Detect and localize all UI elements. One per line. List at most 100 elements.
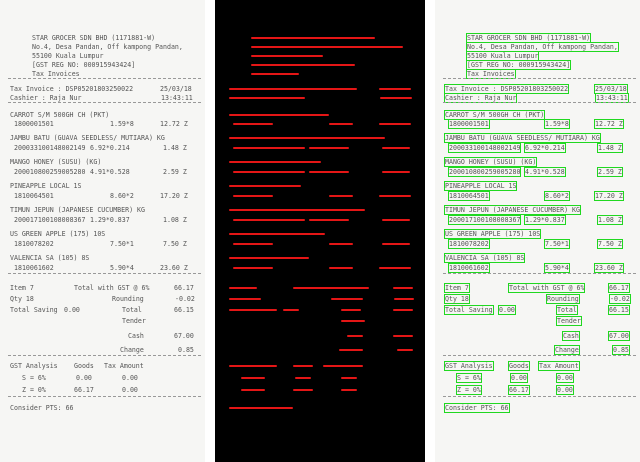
boxed-text-cell: S = 6% xyxy=(456,373,482,383)
boxed-text-cell: 0.00 xyxy=(498,305,516,315)
receipt-text-cell: Total Saving xyxy=(10,306,58,314)
detected-text-bar xyxy=(241,377,265,379)
receipt-text-cell: Change xyxy=(120,346,144,354)
boxed-text-cell: 12.72 Z xyxy=(594,119,624,129)
receipt-text-cell: PINEAPPLE LOCAL 1S xyxy=(10,182,82,190)
boxed-text-cell: 1810061602 xyxy=(448,263,490,273)
boxed-text-cell: Tax Invoice : DSP05201803250022 xyxy=(443,84,570,94)
receipt-text-cell: 1.48 Z xyxy=(163,144,187,152)
boxed-text-cell: US GREEN APPLE (175) 10S xyxy=(443,229,542,239)
boxed-text-cell: 6.92*0.214 xyxy=(524,143,566,153)
receipt-divider xyxy=(8,355,201,356)
boxed-text-cell: STAR GROCER SDN BHD (1171881-W) xyxy=(465,33,592,43)
receipt-text-cell: 12.72 Z xyxy=(160,120,188,128)
detected-text-bar xyxy=(229,233,325,235)
receipt-text-cell: Goods xyxy=(74,362,94,370)
receipt-divider xyxy=(443,273,636,274)
detected-text-bar xyxy=(251,64,355,66)
receipt-text-cell: No.4, Desa Pandan, Off kampong Pandan, xyxy=(32,43,183,51)
boxed-text-cell: 66.15 xyxy=(608,305,630,315)
receipt-text-cell: 200017100108008367 xyxy=(14,216,86,224)
receipt-text-cell: 0.85 xyxy=(178,346,194,354)
detected-text-bar xyxy=(293,365,313,367)
boxed-text-cell: Rounding xyxy=(546,294,580,304)
receipt-text-cell: GST Analysis xyxy=(10,362,58,370)
receipt-text-cell: 1810078202 xyxy=(14,240,54,248)
detected-text-bar xyxy=(382,171,410,173)
detected-text-bar xyxy=(229,88,357,90)
detected-text-bar xyxy=(295,377,311,379)
receipt-text-cell: 2.59 Z xyxy=(163,168,187,176)
detected-text-bar xyxy=(397,349,413,351)
boxed-text-cell: Tax Invoices xyxy=(466,69,516,79)
boxed-text-cell: 2.59 Z xyxy=(597,167,623,177)
receipt-text-cell: 66.17 xyxy=(174,284,194,292)
detected-text-bar xyxy=(309,147,349,149)
boxed-text-cell: Consider PTS: 66 xyxy=(444,403,510,413)
detected-text-bar xyxy=(380,97,412,99)
detected-text-bar xyxy=(329,243,353,245)
boxed-text-cell: 1800001501 xyxy=(448,119,490,129)
detected-text-bar xyxy=(233,123,273,125)
receipt-text-cell: Tender xyxy=(122,317,146,325)
detected-text-bar xyxy=(229,209,365,211)
detected-text-bar xyxy=(293,389,313,391)
detected-text-bar xyxy=(229,114,329,116)
receipt-text-cell: Item 7 xyxy=(10,284,34,292)
detected-text-bar xyxy=(393,287,413,289)
boxed-text-cell: 200033100148002149 xyxy=(447,143,522,153)
receipt-text-cell: US GREEN APPLE (175) 10S xyxy=(10,230,106,238)
detected-text-bar xyxy=(382,243,410,245)
detected-text-bar xyxy=(229,161,321,163)
receipt-text-cell: 200033100148002149 xyxy=(14,144,86,152)
boxed-text-cell: 8.60*2 xyxy=(544,191,570,201)
detected-text-bar xyxy=(293,287,369,289)
boxed-text-cell: CARROT S/M 500GH CH (PKT) xyxy=(443,110,546,120)
receipt-text-cell: Total with GST @ 6% xyxy=(74,284,150,292)
receipt-text-cell: 66.15 xyxy=(174,306,194,314)
detected-text-bar xyxy=(233,195,273,197)
boxed-text-cell: 4.91*0.528 xyxy=(524,167,566,177)
receipt-text-cell: 7.50*1 xyxy=(110,240,134,248)
detected-text-bar xyxy=(393,335,413,337)
boxed-text-cell: Total Saving xyxy=(444,305,494,315)
receipt-divider xyxy=(443,102,636,103)
boxed-text-cell: [GST REG NO: 000915943424] xyxy=(465,60,572,70)
text-detection-map-panel xyxy=(215,0,425,462)
boxed-text-cell: Tender xyxy=(556,316,582,326)
detected-text-bar xyxy=(229,287,257,289)
boxed-text-cell: 1.29*0.837 xyxy=(524,215,566,225)
boxed-text-cell: Qty 18 xyxy=(444,294,470,304)
receipt-text-cell: 5.90*4 xyxy=(110,264,134,272)
detected-text-bar xyxy=(233,219,305,221)
detected-text-bar xyxy=(233,267,273,269)
receipt-text-cell: 25/03/18 xyxy=(160,85,192,93)
receipt-text-cell: 17.20 Z xyxy=(160,192,188,200)
boxed-text-cell: 1.48 Z xyxy=(597,143,623,153)
detected-text-bar xyxy=(251,46,403,48)
boxed-text-cell: 1810078202 xyxy=(448,239,490,249)
boxed-text-cell: No.4, Desa Pandan, Off kampong Pandan, xyxy=(466,42,619,52)
detected-text-bar xyxy=(379,88,411,90)
boxed-text-cell: GST Analysis xyxy=(444,361,494,371)
receipt-text-cell: JAMBU BATU (GUAVA SEEDLESS/ MUTIARA) KG xyxy=(10,134,165,142)
detected-text-bar xyxy=(233,147,305,149)
detected-text-bar xyxy=(393,309,413,311)
receipt-divider xyxy=(443,78,636,79)
detected-text-bar xyxy=(283,309,299,311)
receipt-text-cell: Qty 18 xyxy=(10,295,34,303)
boxed-text-cell: 55100 Kuala Lumpur xyxy=(465,51,540,61)
receipt-text-cell: MANGO HONEY (SUSU) (KG) xyxy=(10,158,102,166)
boxed-text-cell: 1.59*8 xyxy=(544,119,570,129)
boxed-text-cell: 17.20 Z xyxy=(594,191,624,201)
detected-text-bar xyxy=(309,219,349,221)
detected-text-bar xyxy=(229,257,309,259)
receipt-text-cell: 7.50 Z xyxy=(163,240,187,248)
boxed-text-cell: 1.08 Z xyxy=(597,215,623,225)
receipt-text-cell: STAR GROCER SDN BHD (1171881-W) xyxy=(32,34,156,42)
receipt-text-cell: 0.00 xyxy=(122,386,138,394)
boxed-text-cell: 25/03/18 xyxy=(594,84,628,94)
detected-text-bar xyxy=(251,55,323,57)
detected-text-bar xyxy=(341,377,357,379)
boxed-text-cell: PINEAPPLE LOCAL 1S xyxy=(443,181,518,191)
